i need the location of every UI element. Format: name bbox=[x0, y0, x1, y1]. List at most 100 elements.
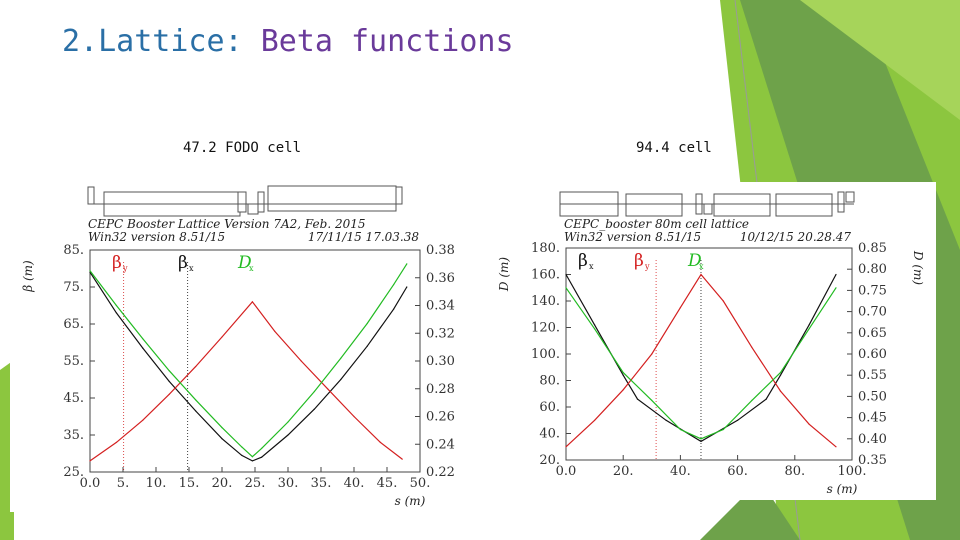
series-point bbox=[700, 273, 702, 276]
series-point bbox=[808, 328, 810, 330]
series-point bbox=[722, 428, 724, 431]
x-tick-label: 40. bbox=[670, 464, 691, 479]
series-point bbox=[679, 307, 681, 309]
caption-left: 47.2 FODO cell bbox=[183, 140, 302, 156]
series-point bbox=[340, 357, 342, 359]
series-point bbox=[115, 304, 117, 307]
series-point bbox=[251, 460, 253, 462]
series-point bbox=[565, 446, 567, 448]
series-point bbox=[808, 324, 810, 326]
series-point bbox=[565, 273, 567, 276]
y-left-tick-label: 20. bbox=[539, 453, 560, 468]
series-point bbox=[594, 328, 596, 330]
series-point bbox=[835, 446, 837, 448]
y-left-tick-label: 25. bbox=[63, 465, 84, 480]
legend-symbol: β bbox=[178, 253, 188, 273]
x-tick-label: 45. bbox=[377, 476, 398, 491]
series-point bbox=[115, 441, 117, 443]
series-point bbox=[89, 270, 91, 272]
y-right-tick-label: 0.80 bbox=[858, 262, 887, 277]
x-tick-label: 20. bbox=[212, 476, 233, 491]
y-left-tick-label: 35. bbox=[63, 428, 84, 443]
lattice-element bbox=[237, 191, 247, 213]
series-point bbox=[251, 456, 253, 458]
series-point bbox=[751, 346, 753, 348]
series-point bbox=[168, 370, 170, 372]
legend-entry-dx: Dx bbox=[237, 253, 254, 273]
series-point bbox=[393, 308, 395, 310]
y-left-tick-label: 100. bbox=[531, 347, 560, 362]
y-right-tick-label: 0.34 bbox=[426, 299, 455, 314]
series-point bbox=[406, 286, 408, 288]
lattice-element bbox=[837, 191, 845, 213]
legend-subscript: x bbox=[249, 264, 254, 273]
x-tick-label: 80. bbox=[784, 464, 805, 479]
y-right-tick-label: 0.40 bbox=[858, 432, 887, 447]
series-point bbox=[622, 389, 624, 391]
series-point bbox=[737, 419, 739, 421]
y-left-tick-label: 140. bbox=[531, 294, 560, 309]
chart-background bbox=[10, 182, 460, 512]
series-point bbox=[636, 398, 639, 400]
lattice-element bbox=[625, 193, 683, 217]
series-point bbox=[779, 390, 782, 392]
x-tick-label: 15. bbox=[179, 476, 200, 491]
series-point bbox=[622, 372, 624, 374]
series-point bbox=[313, 390, 315, 393]
legend-subscript: x bbox=[189, 264, 194, 273]
title-accent: Beta functions bbox=[260, 24, 514, 59]
y-right-tick-label: 0.70 bbox=[858, 305, 887, 320]
series-point bbox=[679, 428, 681, 431]
y-left-tick-label: 180. bbox=[531, 241, 560, 256]
y-right-tick-label: 0.30 bbox=[426, 354, 455, 369]
series-point bbox=[142, 347, 144, 349]
lattice-element bbox=[87, 186, 95, 205]
legend-symbol: β bbox=[578, 251, 588, 271]
series-point bbox=[835, 273, 837, 276]
series-point bbox=[651, 353, 653, 355]
series-point bbox=[89, 460, 91, 462]
series-point bbox=[751, 399, 753, 401]
series-point bbox=[651, 399, 653, 401]
x-tick-label: 35. bbox=[311, 476, 332, 491]
series-point bbox=[241, 454, 243, 456]
series-point bbox=[142, 419, 144, 421]
lattice-element bbox=[257, 191, 265, 213]
y-right-tick-label: 0.55 bbox=[858, 368, 887, 383]
series-point bbox=[406, 263, 408, 265]
series-point bbox=[115, 312, 117, 314]
series-point bbox=[393, 284, 395, 286]
y-right-axis-label: D (m) bbox=[911, 250, 925, 285]
legend-symbol: D bbox=[687, 251, 702, 271]
series-point bbox=[765, 398, 767, 400]
series-point bbox=[622, 374, 624, 376]
y-right-tick-label: 0.85 bbox=[858, 241, 887, 256]
chart-header-version: Win32 version 8.51/15 bbox=[564, 230, 701, 244]
chart-header-line1: CEPC_booster 80m cell lattice bbox=[564, 217, 749, 231]
y-left-axis-label: β (m) bbox=[21, 260, 35, 293]
series-point bbox=[665, 419, 667, 421]
series-point bbox=[779, 374, 782, 376]
chart-header-timestamp: 10/12/15 20.28.47 bbox=[740, 230, 852, 244]
series-point bbox=[722, 300, 724, 302]
chart-header-version: Win32 version 8.51/15 bbox=[88, 230, 225, 244]
series-point bbox=[168, 393, 170, 395]
x-tick-label: 60. bbox=[727, 464, 748, 479]
caption-right: 94.4 cell bbox=[636, 140, 712, 156]
x-tick-label: 25. bbox=[245, 476, 266, 491]
y-right-tick-label: 0.28 bbox=[426, 382, 455, 397]
lattice-element bbox=[247, 203, 259, 215]
lattice-element bbox=[395, 186, 403, 205]
y-left-tick-label: 160. bbox=[531, 268, 560, 283]
y-left-tick-label: 85. bbox=[63, 243, 84, 258]
chart-header-timestamp: 17/11/15 17.03.38 bbox=[308, 230, 420, 244]
series-point bbox=[221, 427, 223, 429]
x-tick-label: 20. bbox=[613, 464, 634, 479]
x-tick-label: 5. bbox=[117, 476, 129, 491]
y-right-tick-label: 0.38 bbox=[426, 243, 455, 258]
x-tick-label: 0.0 bbox=[556, 464, 577, 479]
legend-subscript: x bbox=[589, 262, 594, 271]
x-axis-label: s (m) bbox=[395, 494, 426, 508]
x-tick-label: 10. bbox=[146, 476, 167, 491]
